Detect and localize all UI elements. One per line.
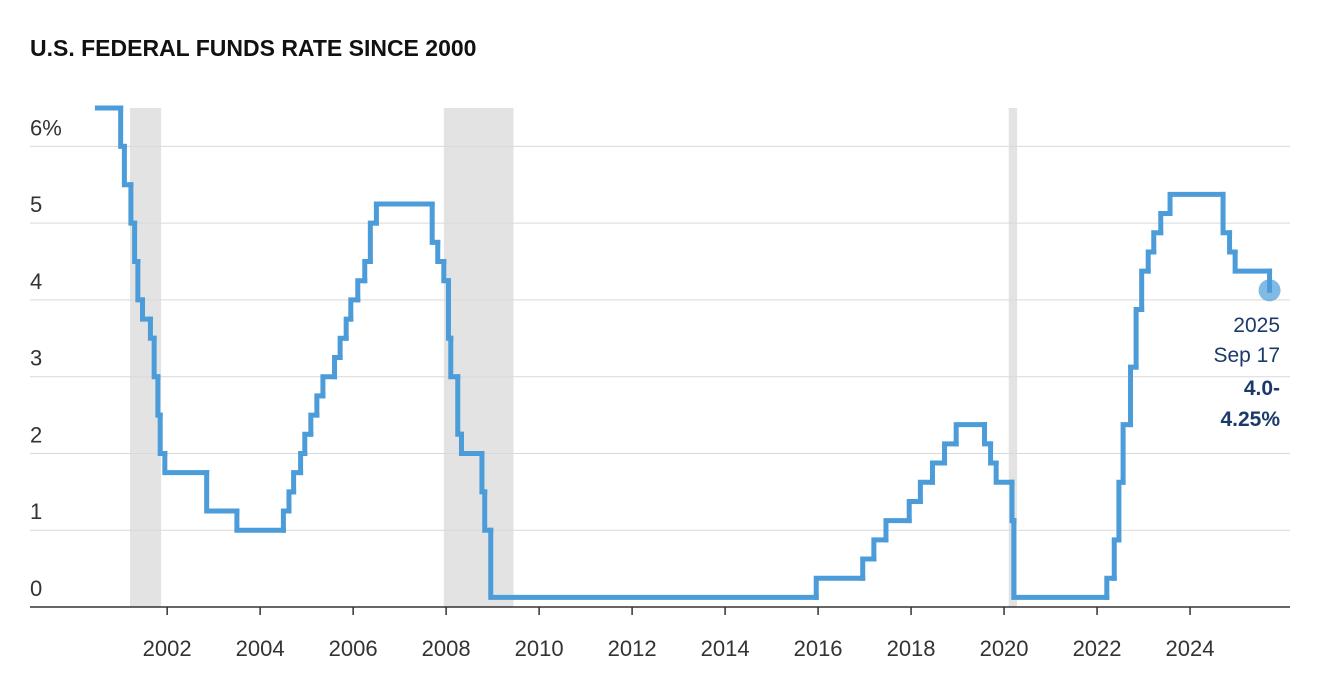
- rate-step: [1232, 249, 1273, 274]
- rate-step: [479, 450, 488, 495]
- rate-step: [1167, 191, 1226, 217]
- rate-step: [308, 412, 320, 437]
- rate-line: [94, 105, 1273, 600]
- x-tick-label: 2006: [329, 636, 378, 661]
- rate-step: [1128, 364, 1139, 428]
- chart-title: U.S. FEDERAL FUNDS RATE SINCE 2000: [30, 35, 476, 61]
- rate-step: [1009, 479, 1017, 524]
- rate-step: [435, 239, 447, 265]
- end-marker: [1258, 279, 1281, 302]
- recession-band: [1008, 108, 1018, 607]
- x-tick-label: 2010: [515, 636, 564, 661]
- rate-step: [942, 441, 959, 466]
- rate-step: [445, 278, 454, 341]
- rate-step: [157, 412, 168, 456]
- rate-step: [204, 470, 240, 514]
- rate-step: [373, 201, 435, 226]
- rate-step: [121, 143, 134, 188]
- rate-step: [1139, 268, 1151, 313]
- rate-step: [871, 537, 889, 562]
- x-tick-label: 2004: [236, 636, 285, 661]
- rate-step: [860, 556, 877, 581]
- annotation-text: Sep 17: [1213, 344, 1280, 367]
- rate-step: [286, 489, 297, 514]
- rate-step: [362, 259, 373, 284]
- y-tick-label: 3: [30, 346, 42, 371]
- rate-step: [906, 498, 923, 524]
- rate-step: [1111, 537, 1122, 581]
- x-tick-label: 2022: [1073, 636, 1122, 661]
- rate-step: [1116, 479, 1126, 543]
- rate-step: [1145, 249, 1157, 274]
- rate-step: [280, 508, 292, 533]
- y-tick-label: 5: [30, 192, 42, 217]
- rate-step: [1220, 191, 1233, 236]
- rate-step: [118, 105, 127, 149]
- rate-step: [140, 297, 153, 322]
- recession-band: [443, 108, 514, 607]
- rate-step: [993, 460, 1015, 485]
- rate-step: [337, 335, 349, 360]
- rate-step: [162, 450, 210, 476]
- annotation-text: 4.25%: [1220, 408, 1280, 431]
- rate-step: [883, 518, 912, 543]
- rate-step: [1151, 230, 1164, 255]
- x-tick-label: 2008: [422, 636, 471, 661]
- rate-step: [343, 316, 354, 341]
- rate-step: [982, 422, 994, 447]
- rate-step: [929, 460, 948, 485]
- rate-step: [348, 297, 361, 322]
- rate-step: [458, 431, 485, 456]
- rate-step: [314, 393, 326, 418]
- y-tick-label: 4: [30, 269, 42, 294]
- rate-step: [917, 479, 935, 504]
- x-tick-label: 2018: [887, 636, 936, 661]
- rate-step: [1104, 575, 1117, 600]
- y-tick-label: 2: [30, 422, 42, 447]
- rate-step: [234, 508, 286, 533]
- x-tick-label: 2002: [143, 636, 192, 661]
- rate-step: [355, 278, 368, 303]
- rate-step: [332, 355, 343, 380]
- x-tick-label: 2014: [701, 636, 750, 661]
- rate-step: [155, 374, 163, 418]
- rate-step: [291, 470, 304, 495]
- y-tick-label: 0: [30, 576, 42, 601]
- rate-step: [1227, 230, 1238, 255]
- rate-step: [298, 450, 308, 476]
- rate-step: [1133, 307, 1145, 370]
- x-tick-label: 2020: [980, 636, 1029, 661]
- rate-step: [1011, 518, 1110, 600]
- rate-step: [320, 374, 338, 399]
- rate-step: [1158, 211, 1173, 236]
- rate-step: [953, 422, 988, 447]
- x-tick-label: 2012: [608, 636, 657, 661]
- y-tick-label: 1: [30, 499, 42, 524]
- annotation-text: 4.0-: [1244, 377, 1280, 400]
- rate-step: [302, 431, 314, 456]
- rate-step: [488, 527, 819, 600]
- annotation-text: 2025: [1233, 314, 1280, 337]
- x-tick-label: 2024: [1166, 636, 1215, 661]
- y-tick-label: 6%: [30, 115, 62, 140]
- rate-step: [813, 575, 866, 600]
- x-tick-label: 2016: [794, 636, 843, 661]
- rate-step: [367, 220, 379, 265]
